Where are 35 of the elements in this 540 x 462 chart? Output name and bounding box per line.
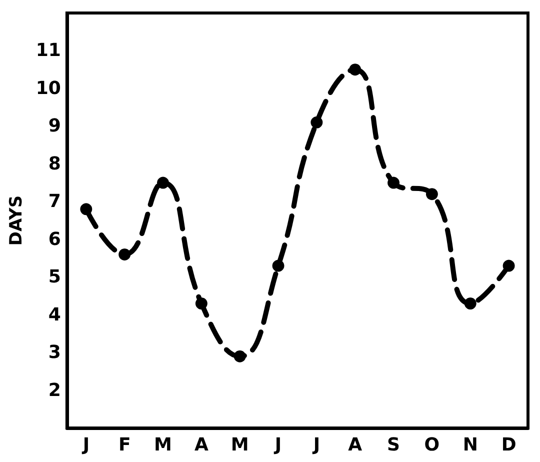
x-tick-label: J xyxy=(311,434,320,456)
x-tick-label: O xyxy=(424,434,440,456)
y-axis-title: DAYS xyxy=(6,195,26,246)
y-tick-label: 5 xyxy=(48,266,61,288)
y-tick-label: 4 xyxy=(48,304,61,326)
y-tick-label: 11 xyxy=(36,40,61,62)
point xyxy=(157,176,169,189)
point xyxy=(310,116,323,128)
x-tick-label: J xyxy=(80,434,90,456)
x-tick-label: M xyxy=(154,434,172,456)
x-tick-label: A xyxy=(348,434,362,456)
point xyxy=(80,203,92,216)
point xyxy=(502,260,515,272)
point xyxy=(118,248,131,260)
point xyxy=(272,260,284,272)
point xyxy=(388,176,400,189)
point xyxy=(195,298,208,310)
x-tick-label: F xyxy=(118,434,131,456)
x-tick-label: N xyxy=(462,434,478,456)
point xyxy=(349,64,362,76)
point xyxy=(234,350,246,362)
x-tick-label: M xyxy=(230,434,249,456)
y-tick-label: 10 xyxy=(36,78,61,99)
y-tick-label: 7 xyxy=(48,191,61,212)
y-tick-label: 3 xyxy=(48,342,61,364)
point xyxy=(464,298,476,310)
x-tick-label: J xyxy=(272,434,282,456)
y-tick-label: 9 xyxy=(48,116,61,137)
y-tick-label: 6 xyxy=(48,228,61,250)
point xyxy=(426,188,438,200)
x-tick-label: A xyxy=(194,434,208,456)
x-tick-label: D xyxy=(501,434,516,456)
y-tick-label: 2 xyxy=(48,380,61,401)
y-tick-label: 8 xyxy=(48,153,61,174)
x-tick-label: S xyxy=(387,434,400,456)
